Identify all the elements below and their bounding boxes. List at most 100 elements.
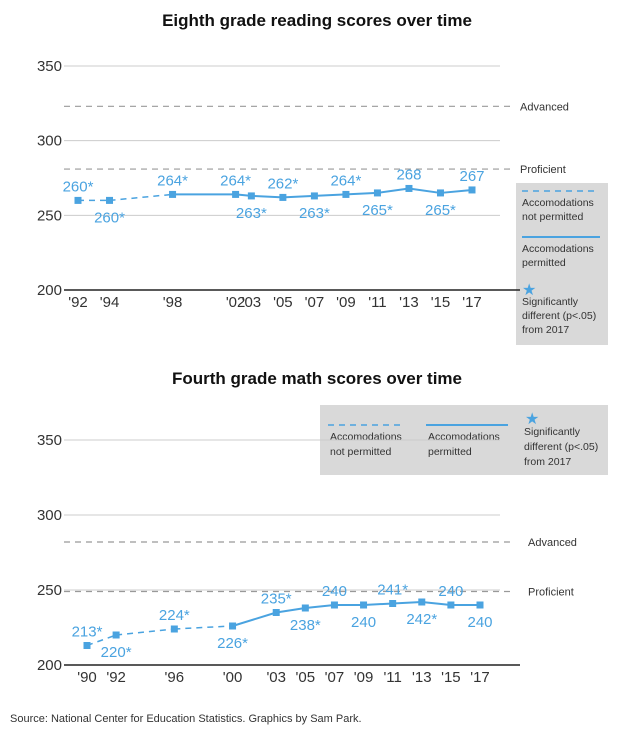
reading-series-segment [314, 193, 346, 197]
reading-series-segment [408, 187, 441, 194]
math-data-point [301, 604, 309, 612]
reading-x-tick-label: '03 [242, 294, 262, 311]
reading-data-label: 260* [94, 209, 125, 226]
math-data-label: 235* [261, 591, 292, 608]
reading-legend-permitted: Accomodations permitted [522, 243, 597, 269]
math-data-point [389, 600, 397, 607]
reading-ref-label-proficient: Proficient [520, 164, 566, 176]
math-y-tick-label: 350 [37, 432, 62, 449]
math-series-segment [392, 601, 422, 605]
math-x-tick-label: '17 [470, 669, 490, 686]
reading-series-segment [440, 188, 473, 194]
reading-x-tick-label: '11 [368, 294, 386, 311]
reading-legend-bg [516, 183, 608, 345]
math-data-point [229, 622, 237, 630]
math-series-segment [86, 634, 117, 647]
reading-data-point [74, 196, 82, 204]
reading-x-tick-label: '07 [305, 294, 325, 311]
reading-data-point [232, 190, 240, 198]
reading-data-point [468, 186, 476, 194]
reading-data-point [405, 184, 413, 192]
math-data-point [418, 598, 426, 606]
reading-data-point [279, 193, 287, 201]
reading-data-label: 260* [63, 178, 94, 195]
math-legend-sig-line2: different (p<.05) [524, 441, 598, 453]
reading-data-point [373, 189, 381, 197]
reading-x-tick-label: '92 [68, 294, 88, 311]
math-x-tick-label: '05 [296, 669, 316, 686]
math-data-point [360, 601, 368, 609]
math-series-segment [116, 628, 175, 636]
math-ref-label-proficient: Proficient [528, 587, 574, 599]
math-x-tick-label: '96 [165, 669, 185, 686]
math-x-tick-label: '13 [412, 669, 432, 686]
reading-series-segment [377, 187, 410, 194]
reading-ref-label-advanced: Advanced [520, 101, 569, 113]
reading-x-tick-label: '15 [431, 294, 451, 311]
reading-legend-sig-line2: different (p<.05) [522, 310, 596, 322]
reading-legend-sig-line1: Significantly [522, 296, 579, 308]
math-data-label: 241* [377, 582, 408, 599]
reading-data-point [169, 190, 177, 198]
reading-legend-sig-line3: from 2017 [522, 324, 569, 336]
math-x-tick-label: '07 [325, 669, 345, 686]
reading-series-segment [345, 191, 378, 196]
math-data-point [447, 601, 455, 609]
math-data-label: 240 [438, 583, 463, 600]
math-x-tick-label: '09 [354, 669, 374, 686]
math-series-segment [421, 601, 451, 606]
math-chart: 350 300 250 200 Advanced Proficient '90 '92 '96 '… [37, 432, 577, 686]
math-x-tick-label: '15 [441, 669, 461, 686]
math-data-label: 240 [322, 583, 347, 600]
reading-data-label: 264* [330, 172, 361, 189]
math-legend-p-line1: Accomodations [428, 431, 500, 443]
math-data-point [330, 601, 338, 609]
math-legend-star-icon: ★ [525, 409, 539, 428]
math-y-tick-label: 200 [37, 657, 62, 674]
reading-data-label: 263* [299, 205, 330, 222]
reading-data-point [106, 196, 114, 204]
reading-data-point [310, 192, 318, 200]
reading-legend-np-line2: not permitted [522, 211, 583, 223]
math-legend-np-line1: Accomodations [330, 431, 402, 443]
math-y-tick-label: 250 [37, 582, 62, 599]
reading-legend-not-permitted: Accomodations not permitted [522, 197, 597, 223]
math-legend-np-line2: not permitted [330, 446, 391, 458]
math-legend-sig: Significantly different (p<.05) from 201… [524, 426, 601, 468]
reading-data-label: 262* [267, 175, 298, 192]
math-data-label: 242* [406, 611, 437, 628]
reading-data-label: 265* [362, 202, 393, 219]
math-data-point [170, 625, 178, 633]
math-legend-sig-line1: Significantly [524, 426, 581, 438]
math-series-segment [305, 604, 335, 609]
math-data-label: 240 [467, 614, 492, 631]
math-data-point [476, 601, 484, 609]
reading-chart: 350 300 250 200 Advanced Proficient '92 '94 '98 '… [37, 58, 569, 311]
math-data-point [272, 609, 280, 616]
math-data-label: 220* [101, 644, 132, 661]
math-legend-sig-line3: from 2017 [524, 456, 571, 468]
reading-series-segment [282, 194, 315, 199]
reading-legend-p-line1: Accomodations [522, 243, 594, 255]
reading-y-tick-label: 350 [37, 58, 62, 75]
math-ref-label-advanced: Advanced [528, 537, 577, 549]
math-data-label: 240 [351, 614, 376, 631]
reading-legend-p-line2: permitted [522, 257, 566, 269]
math-x-tick-label: '92 [106, 669, 126, 686]
math-series-segment [232, 611, 277, 627]
math-chart-title: Fourth grade math scores over time [172, 369, 462, 388]
math-legend-p-line2: permitted [428, 446, 472, 458]
reading-legend-star-icon: ★ [522, 280, 536, 299]
reading-x-tick-label: '13 [399, 294, 419, 311]
math-data-point [83, 642, 91, 649]
math-data-label: 224* [159, 607, 190, 624]
math-x-tick-label: '11 [383, 669, 401, 686]
reading-x-tick-label: '02 [226, 294, 246, 311]
reading-data-point [436, 189, 444, 197]
reading-data-label: 267 [459, 168, 484, 185]
math-x-tick-label: '00 [223, 669, 243, 686]
math-x-tick-label: '03 [266, 669, 286, 686]
math-data-label: 238* [290, 617, 321, 634]
math-data-point [112, 631, 120, 639]
